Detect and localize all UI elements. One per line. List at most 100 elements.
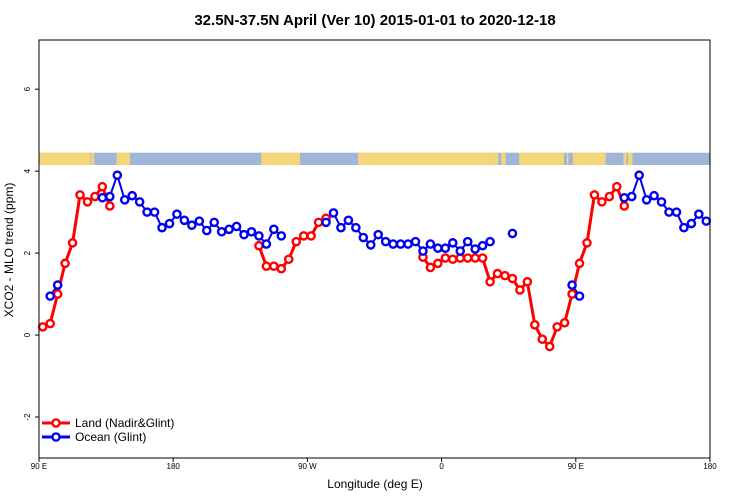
land-strip-segment: [116, 152, 130, 165]
legend-swatch-marker: [51, 432, 61, 442]
ocean-point: [134, 197, 145, 207]
land-point: [60, 258, 70, 269]
land-point: [97, 181, 108, 192]
x-tick-label: 180: [703, 462, 717, 471]
ocean-point: [403, 239, 413, 249]
ocean-point: [425, 239, 436, 249]
land-series-line: [421, 183, 626, 350]
land-point: [582, 238, 592, 248]
ocean-point: [351, 222, 361, 233]
y-tick-label: -2: [23, 413, 32, 421]
land-point: [306, 231, 316, 241]
ocean-point: [462, 236, 473, 247]
land-point: [313, 217, 324, 228]
ocean-point: [164, 218, 175, 229]
land-strip-segment: [566, 152, 569, 165]
ocean-point: [157, 222, 167, 233]
x-tick-label: 180: [167, 462, 181, 471]
land-point: [522, 276, 533, 287]
ocean-point: [664, 207, 674, 217]
ocean-point: [336, 222, 346, 233]
land-strip-segment: [572, 152, 606, 165]
land-point: [425, 262, 436, 273]
legend-swatch-marker: [51, 418, 61, 428]
series-points: [37, 170, 712, 352]
land-point: [433, 258, 443, 269]
land-point: [529, 320, 540, 330]
land-point: [52, 289, 63, 299]
land-point: [537, 334, 548, 344]
land-point: [619, 201, 630, 211]
land-strip-segment: [501, 152, 506, 165]
land-point: [90, 191, 100, 202]
x-tick-label: 0: [439, 462, 444, 471]
ocean-point: [127, 190, 137, 201]
land-point: [283, 254, 294, 265]
ocean-point: [321, 217, 331, 228]
ocean-point: [224, 224, 234, 235]
ocean-point: [485, 236, 495, 247]
land-point: [544, 341, 555, 352]
ocean-point: [507, 228, 518, 239]
land-point: [67, 238, 78, 248]
land-point: [298, 231, 309, 241]
land-point: [82, 197, 93, 207]
ocean-point: [142, 207, 152, 217]
ocean-point: [440, 243, 451, 253]
ocean-point: [119, 195, 130, 205]
land-strip-segment: [519, 152, 564, 165]
ocean-point: [418, 246, 428, 256]
land-ocean-strip: [39, 152, 710, 165]
land-point: [552, 322, 562, 332]
x-axis-label: Longitude (deg E): [327, 477, 422, 491]
land-series-line: [42, 183, 112, 329]
y-axis-label: XCO2 - MLO trend (ppm): [2, 183, 16, 318]
ocean-point: [626, 191, 637, 202]
land-point: [75, 190, 85, 200]
ocean-point: [105, 191, 115, 202]
legend: Land (Nadir&Glint)Ocean (Glint): [42, 416, 174, 444]
ocean-point: [149, 207, 160, 217]
ocean-point: [201, 225, 212, 236]
ocean-point: [395, 239, 406, 249]
ocean-point: [447, 238, 458, 248]
land-point: [254, 240, 264, 251]
ocean-point: [358, 232, 369, 243]
ocean-point: [701, 216, 712, 226]
land-point: [485, 276, 495, 287]
ocean-point: [649, 190, 659, 201]
land-point: [559, 317, 570, 328]
y-tick-label: 0: [23, 332, 32, 337]
land-strip-segment: [493, 152, 499, 165]
ocean-point: [373, 229, 384, 240]
land-point: [515, 285, 525, 295]
land-point: [589, 190, 600, 200]
land-point: [567, 289, 577, 299]
land-strip-segment: [623, 152, 627, 165]
land-strip-segment: [91, 152, 95, 165]
x-axis: 90 E 180 90 W 0 90 E 180: [31, 458, 717, 471]
land-strip-segment: [261, 152, 300, 165]
land-point: [604, 191, 615, 202]
ocean-point: [269, 224, 279, 235]
ocean-point: [455, 246, 466, 256]
legend-label: Land (Nadir&Glint): [75, 416, 174, 430]
land-point: [105, 201, 115, 211]
land-strip-segment: [627, 152, 633, 165]
land-point: [45, 318, 55, 329]
ocean-point: [328, 208, 339, 218]
ocean-point: [619, 192, 630, 203]
y-axis: -2 0 2 4 6: [23, 86, 39, 421]
ocean-point: [433, 243, 443, 253]
ocean-point: [380, 236, 391, 247]
land-point: [447, 254, 458, 265]
land-strip-segment: [358, 152, 494, 165]
land-point: [597, 197, 607, 207]
land-point: [574, 258, 585, 269]
ocean-point: [45, 291, 55, 301]
ocean-point: [97, 192, 108, 203]
land-point: [269, 261, 279, 272]
ocean-point: [172, 209, 182, 219]
land-point: [477, 253, 488, 263]
